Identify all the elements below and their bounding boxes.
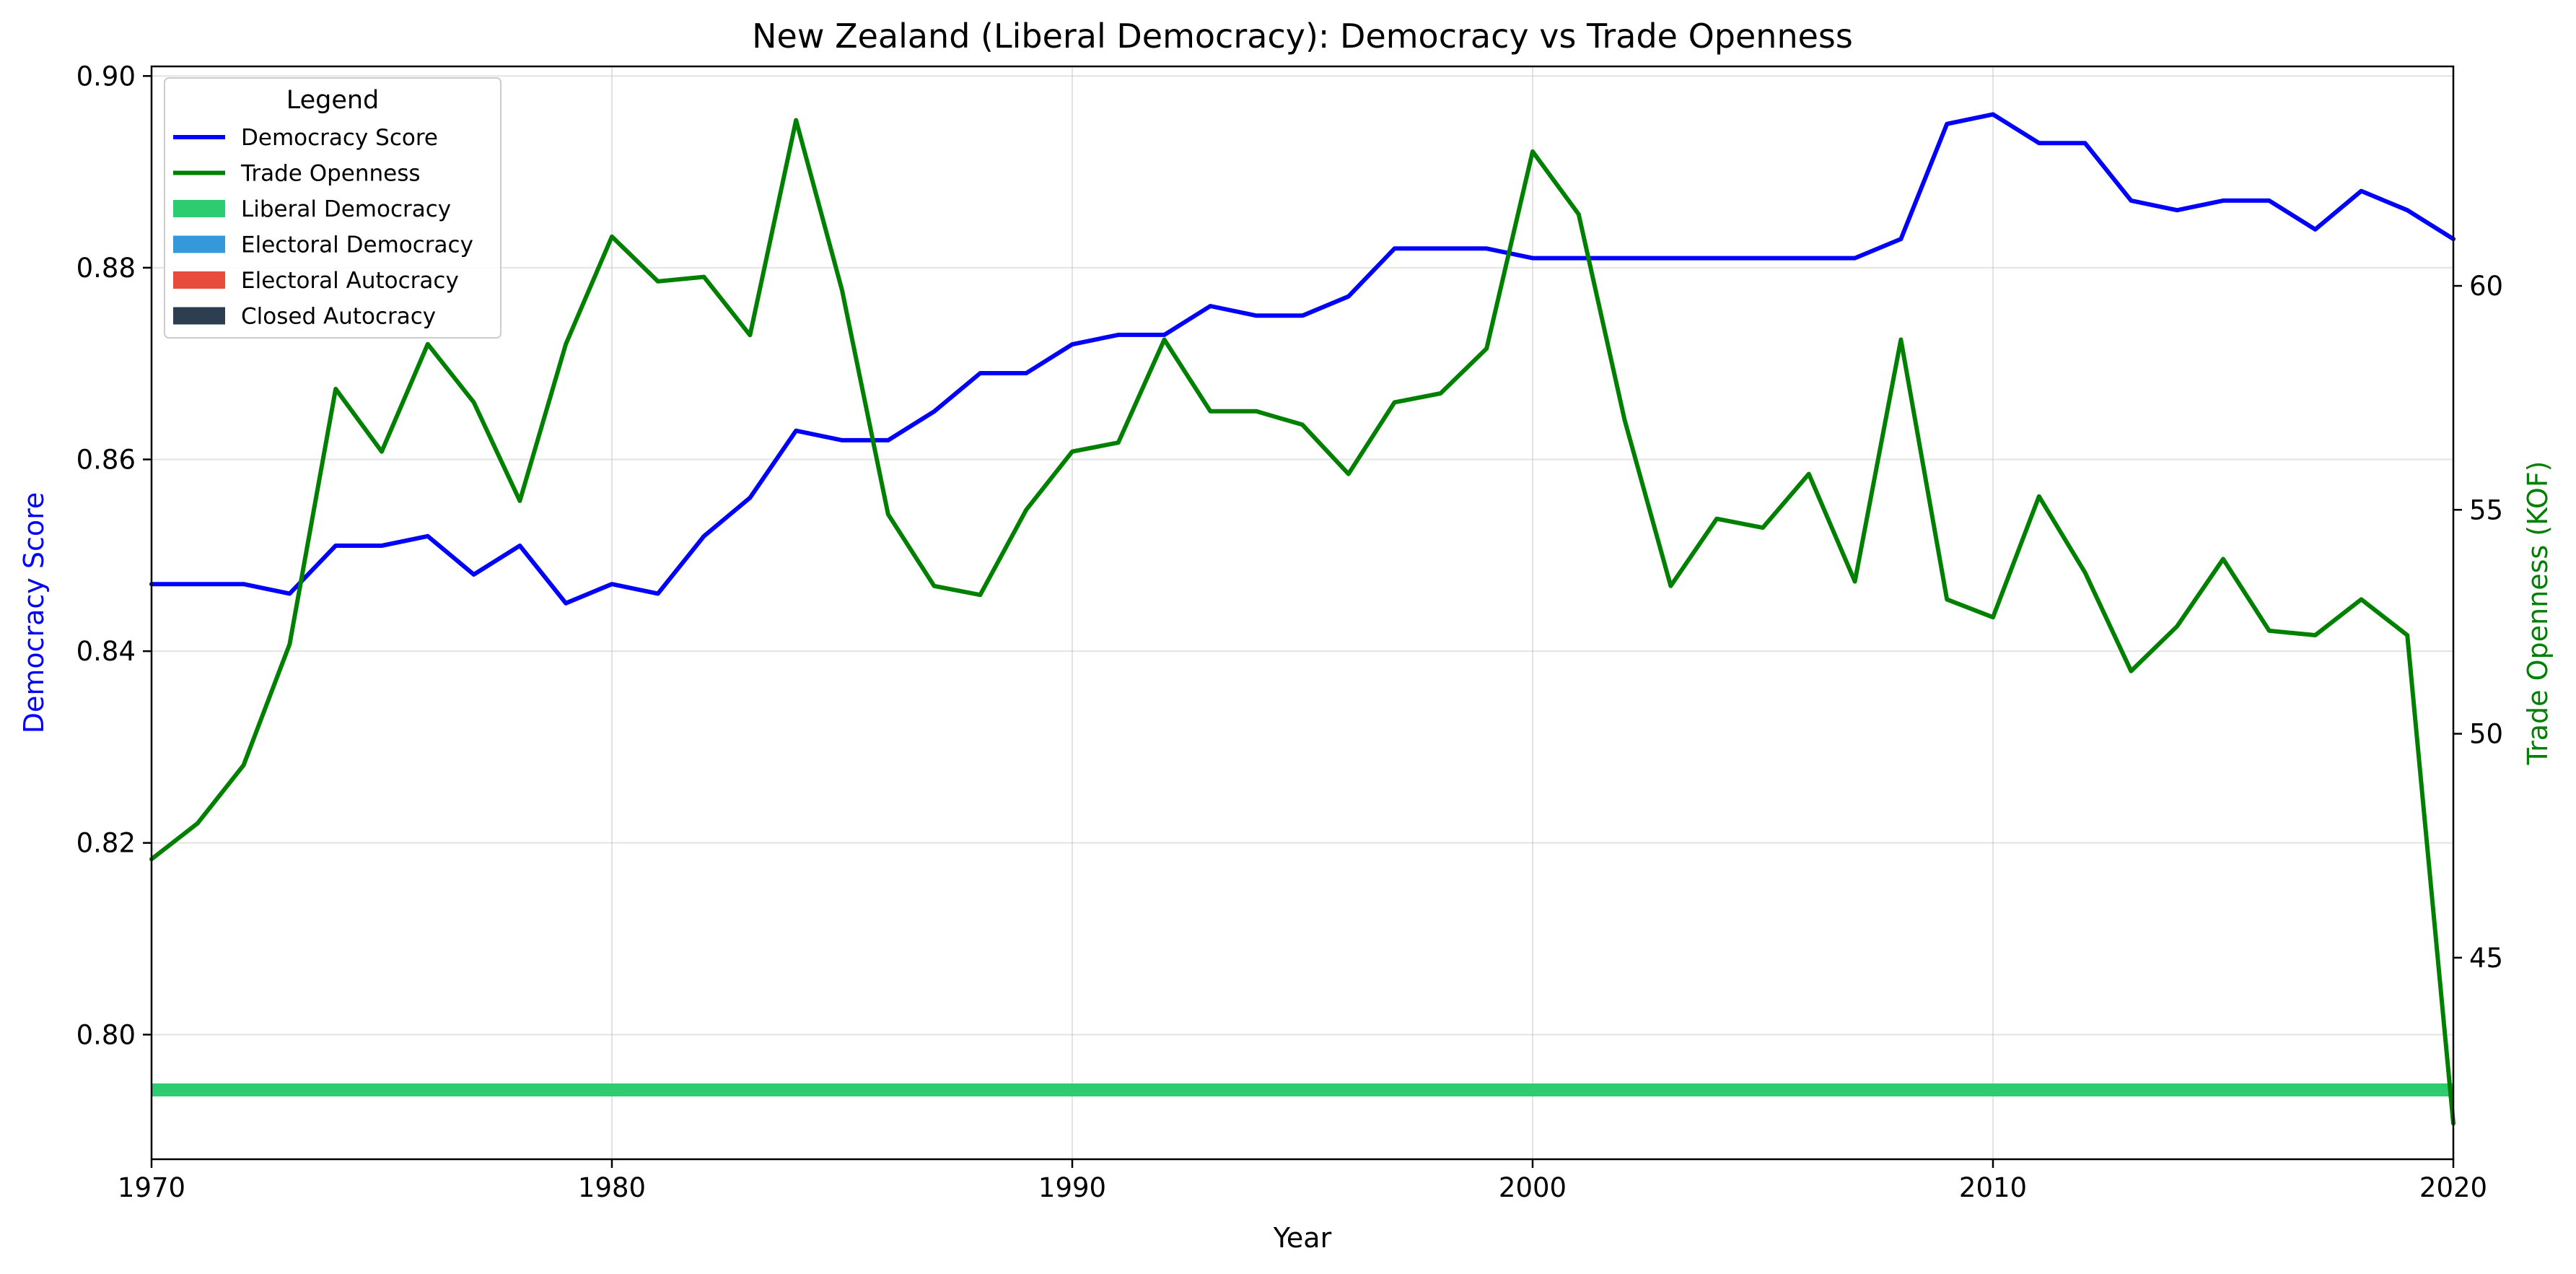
plot-frame (150, 65, 2455, 1161)
legend-label-trade-openness: Trade Openness (240, 161, 421, 187)
x-tick-label: 2000 (1499, 1172, 1567, 1203)
y-left-tick-label: 0.88 (76, 253, 136, 284)
legend-label-democracy-score: Democracy Score (241, 125, 438, 151)
chart-title: New Zealand (Liberal Democracy): Democra… (752, 17, 1853, 56)
y-right-tick-label: 60 (2469, 271, 2503, 302)
y-left-tick-label: 0.86 (76, 445, 136, 476)
y-left-axis-label: Democracy Score (18, 492, 50, 734)
series-line-democracy-score (149, 112, 2455, 606)
y-left-axis-ticks: 0.80 0.82 0.84 0.86 0.88 0.90 (76, 61, 152, 1050)
y-right-tick-label: 50 (2469, 719, 2503, 750)
legend-swatch-liberal-democracy (173, 200, 225, 217)
legend-title: Legend (286, 86, 380, 115)
x-tick-label: 1970 (118, 1172, 185, 1203)
x-axis-label: Year (1273, 1222, 1332, 1254)
x-tick-label: 2020 (2419, 1172, 2487, 1203)
x-tick-label: 1980 (578, 1172, 646, 1203)
legend-swatch-closed-autocracy (173, 307, 225, 325)
series-lines (149, 112, 2455, 1126)
x-tick-label: 1990 (1038, 1172, 1106, 1203)
grid (151, 66, 2454, 1159)
y-right-axis-ticks: 45 50 55 60 (2453, 271, 2503, 974)
legend-swatch-electoral-democracy (173, 235, 225, 253)
legend-box (164, 77, 501, 339)
legend-swatch-electoral-autocracy (173, 271, 225, 289)
legend-label-electoral-autocracy: Electoral Autocracy (241, 268, 459, 294)
legend-label-closed-autocracy: Closed Autocracy (241, 304, 436, 330)
legend-items: Democracy Score Trade Openness Liberal Dem… (173, 125, 473, 330)
y-right-tick-label: 45 (2469, 943, 2503, 974)
y-left-tick-label: 0.90 (76, 61, 136, 92)
legend: Legend Democracy Score Trade Openness Libe… (164, 77, 501, 339)
y-right-axis-label: Trade Openness (KOF) (2522, 461, 2554, 765)
y-left-tick-label: 0.82 (76, 828, 136, 859)
y-right-tick-label: 55 (2469, 494, 2503, 525)
y-left-tick-label: 0.80 (76, 1019, 136, 1050)
y-left-tick-label: 0.84 (76, 636, 136, 667)
legend-label-electoral-democracy: Electoral Democracy (241, 232, 473, 258)
legend-label-liberal-democracy: Liberal Democracy (241, 196, 451, 222)
x-axis-ticks: 1970 1980 1990 2000 2010 2020 (118, 1159, 2487, 1203)
series-line-trade-openness (149, 118, 2455, 1126)
x-tick-label: 2010 (1959, 1172, 2027, 1203)
